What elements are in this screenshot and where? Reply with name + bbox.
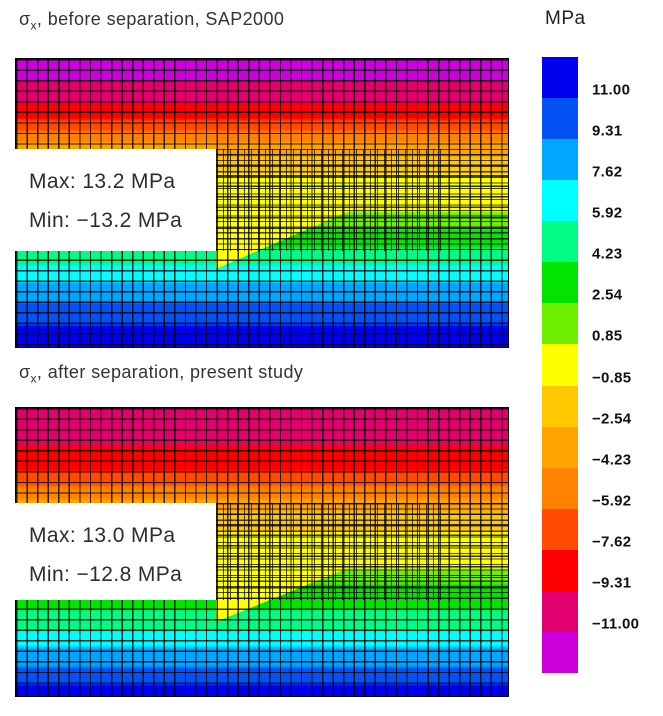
stats-label-box: Max: 13.0 MPa Min: −12.8 MPa [1, 503, 216, 600]
panel-title-before: σx, before separation, SAP2000 [19, 9, 284, 33]
min-stat-label: Min: −13.2 MPa [29, 209, 183, 232]
legend-band [542, 549, 578, 591]
legend-band [542, 426, 578, 468]
min-stat-label: Min: −12.8 MPa [29, 563, 183, 586]
legend-band [542, 221, 578, 263]
panel-title-text: , after separation, present study [36, 362, 304, 382]
max-stat-label: Max: 13.2 MPa [29, 170, 176, 193]
legend-tick-label: 5.92 [592, 204, 623, 222]
legend-band [542, 467, 578, 509]
legend-tick-label: 4.23 [592, 245, 623, 263]
contour-plot-before: Max: 13.2 MPa Min: −13.2 MPa [1, 58, 509, 348]
legend-band [542, 57, 578, 99]
panel-title-after: σx, after separation, present study [19, 362, 303, 386]
legend-band [542, 344, 578, 386]
legend-tick-label: −9.31 [592, 574, 632, 592]
legend-title: MPa [545, 8, 586, 29]
legend-tick-label: −4.23 [592, 451, 632, 469]
legend-band [542, 385, 578, 427]
sigma-subscript: x [30, 371, 37, 386]
legend-tick-label: −0.85 [592, 369, 632, 387]
legend-band [542, 631, 578, 673]
legend-band [542, 139, 578, 181]
max-stat-label: Max: 13.0 MPa [29, 524, 176, 547]
legend-band [542, 590, 578, 632]
contour-plot-after: Max: 13.0 MPa Min: −12.8 MPa [1, 407, 509, 697]
legend-band [542, 180, 578, 222]
sigma-symbol: σ [19, 9, 31, 29]
sigma-subscript: x [30, 18, 37, 33]
legend-tick-label: −5.92 [592, 492, 632, 510]
legend-tick-labels: 11.00 9.31 7.62 5.92 4.23 2.54 0.85 −0.85 −2.54 −… [592, 57, 662, 673]
legend-tick-label: 0.85 [592, 327, 623, 345]
legend-tick-label: 11.00 [592, 81, 631, 99]
legend-colorbar [542, 57, 578, 673]
legend-tick-label: 9.31 [592, 122, 623, 140]
legend-tick-label: 2.54 [592, 286, 623, 304]
legend-band [542, 262, 578, 304]
stats-label-box: Max: 13.2 MPa Min: −13.2 MPa [1, 149, 216, 251]
legend-tick-label: −2.54 [592, 410, 632, 428]
legend-band [542, 508, 578, 550]
legend-tick-label: −11.00 [592, 615, 640, 633]
sigma-symbol: σ [19, 362, 31, 382]
legend-band [542, 98, 578, 140]
legend-tick-label: 7.62 [592, 163, 623, 181]
legend-tick-label: −7.62 [592, 533, 632, 551]
legend-band [542, 303, 578, 345]
panel-title-text: , before separation, SAP2000 [36, 9, 285, 29]
